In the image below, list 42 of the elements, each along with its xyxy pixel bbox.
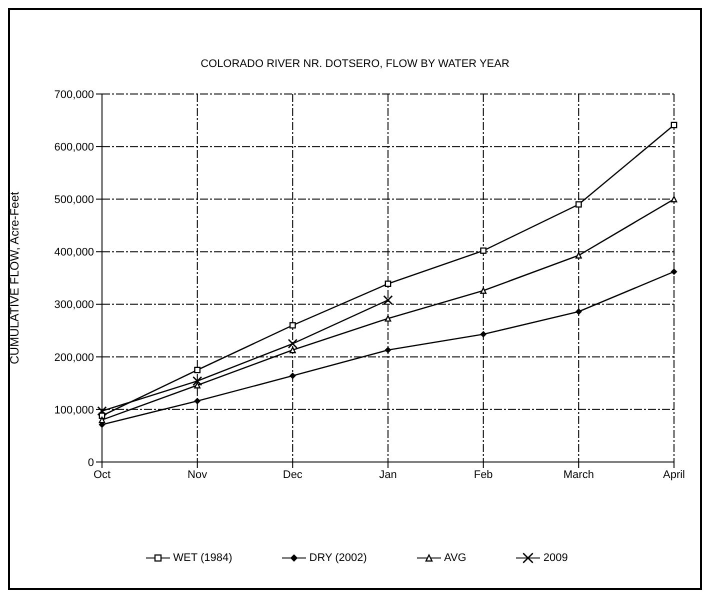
point bbox=[480, 331, 486, 338]
legend-label: WET (1984) bbox=[172, 552, 232, 564]
point bbox=[670, 122, 678, 128]
point bbox=[480, 247, 487, 254]
legend-label: 2009 bbox=[542, 552, 568, 564]
y-tick-label: 100,000 bbox=[54, 404, 94, 416]
x-tick-label: Nov bbox=[188, 468, 208, 481]
point bbox=[289, 322, 296, 329]
x-tick-label: Jan bbox=[379, 468, 397, 481]
x-tick-label: Oct bbox=[93, 468, 111, 481]
point bbox=[288, 338, 298, 349]
y-tick-label: 0 bbox=[88, 456, 94, 469]
point bbox=[575, 201, 582, 208]
point bbox=[290, 372, 296, 379]
x-tick-label: Dec bbox=[282, 468, 303, 481]
y-axis-title: CUMULATIVE FLOW, Acre-Feet bbox=[7, 191, 22, 364]
point bbox=[480, 287, 487, 294]
point bbox=[384, 280, 392, 287]
point bbox=[670, 196, 678, 202]
point bbox=[575, 252, 582, 259]
y-tick-label: 700,000 bbox=[54, 88, 94, 101]
x-tick-label: Feb bbox=[474, 468, 493, 481]
x-tick-label: April bbox=[662, 468, 686, 481]
point bbox=[576, 308, 582, 315]
legend-label: DRY (2002) bbox=[308, 552, 367, 564]
legend-label: AVG bbox=[442, 552, 466, 564]
y-tick-label: 400,000 bbox=[54, 246, 94, 259]
y-tick-label: 300,000 bbox=[54, 299, 94, 312]
point bbox=[670, 268, 678, 275]
x-tick-label: March bbox=[563, 468, 594, 481]
y-tick-label: 500,000 bbox=[54, 194, 94, 206]
point bbox=[384, 346, 392, 354]
chart-title: COLORADO RIVER NR. DOTSERO, FLOW BY WATER YEAR bbox=[200, 58, 510, 72]
point bbox=[289, 346, 296, 354]
y-tick-label: 600,000 bbox=[54, 141, 94, 154]
point bbox=[194, 398, 200, 404]
point bbox=[194, 366, 201, 374]
point bbox=[192, 376, 202, 386]
y-tick-label: 200,000 bbox=[54, 352, 94, 364]
point bbox=[194, 382, 201, 388]
point bbox=[384, 315, 392, 322]
point bbox=[383, 295, 393, 305]
